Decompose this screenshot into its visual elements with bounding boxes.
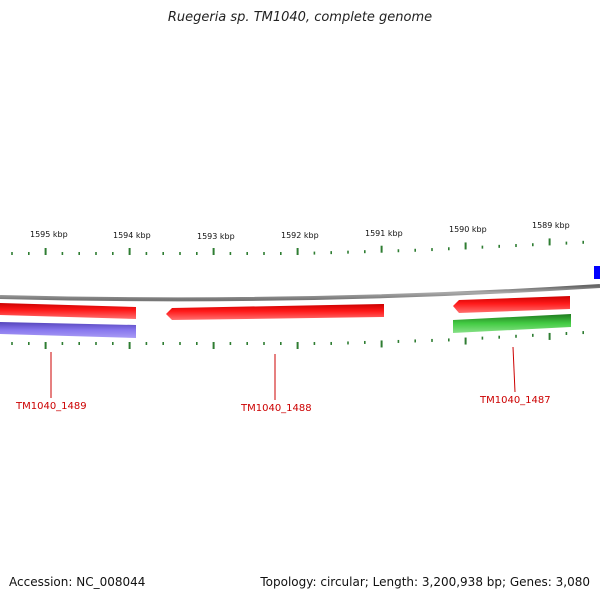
gene-tm1040-1489-purple[interactable]: [0, 322, 136, 338]
genome-summary-text: Topology: circular; Length: 3,200,938 bp…: [260, 575, 590, 589]
scale-ticks-top: [11, 238, 585, 255]
map-title: Ruegeria sp. TM1040, complete genome: [167, 10, 433, 25]
gene-tm1040-1487-green[interactable]: [453, 314, 571, 333]
gene-blue[interactable]: [594, 266, 600, 279]
gene-tm1040-1488[interactable]: [166, 304, 384, 320]
genome-backbone: [0, 284, 600, 302]
accession-text: Accession: NC_008044: [9, 575, 146, 589]
scale-label-1595: 1595 kbp: [30, 230, 68, 239]
gene-label-tm1040-1489[interactable]: TM1040_1489: [15, 401, 87, 412]
scale-label-1593: 1593 kbp: [197, 232, 235, 241]
scale-ticks-bottom: [11, 331, 585, 349]
gene-label-tm1040-1488[interactable]: TM1040_1488: [240, 403, 312, 414]
gene-tm1040-1487-red[interactable]: [453, 296, 570, 313]
scale-label-1589: 1589 kbp: [532, 221, 570, 230]
leader-line-1487: [512, 346, 516, 393]
scale-label-1590: 1590 kbp: [449, 225, 487, 234]
gene-tm1040-1489-red[interactable]: [0, 303, 136, 319]
scale-label-1592: 1592 kbp: [281, 231, 319, 240]
scale-label-1591: 1591 kbp: [365, 229, 403, 238]
scale-label-1594: 1594 kbp: [113, 231, 151, 240]
gene-label-tm1040-1487[interactable]: TM1040_1487: [479, 395, 551, 406]
